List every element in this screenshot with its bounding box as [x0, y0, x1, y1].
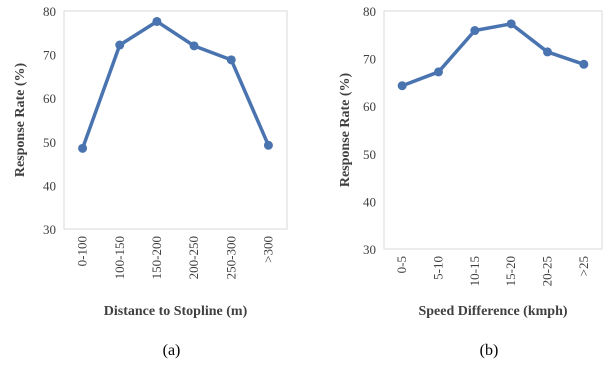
y-axis-title: Response Rate (%) — [338, 73, 353, 188]
y-tick-label: 80 — [363, 4, 376, 19]
x-tick-label: 0-100 — [75, 236, 90, 266]
x-tick-label: 10-15 — [467, 256, 482, 286]
chart-a: 30 40 50 60 70 80 0-100 100-150 150-200 200-250 25… — [13, 4, 288, 359]
y-tick-label: 50 — [363, 147, 376, 162]
data-point — [543, 47, 552, 57]
y-tick-label: 70 — [363, 52, 376, 67]
y-tick-label: 80 — [43, 4, 56, 19]
x-tick-label: 200-250 — [186, 236, 201, 279]
x-tick-label: 250-300 — [223, 236, 238, 279]
y-tick-label: 40 — [43, 178, 56, 193]
y-tick-label: 30 — [43, 222, 56, 237]
x-tick-label: >25 — [576, 256, 591, 276]
chart-b: 30 40 50 60 70 80 0-5 5-10 10-15 15-20 20-25 >25 Res… — [338, 4, 603, 359]
y-tick-label: 40 — [363, 194, 376, 209]
data-point — [78, 143, 88, 153]
x-tick-label: >300 — [260, 236, 275, 263]
data-point — [434, 67, 443, 77]
x-tick-label: 0-5 — [394, 256, 409, 273]
x-axis-title: Speed Difference (kmph) — [418, 304, 567, 319]
x-tick-label: 100-150 — [112, 236, 127, 279]
y-tick-label: 50 — [43, 135, 56, 150]
data-point — [115, 40, 125, 50]
x-tick-label: 20-25 — [540, 256, 555, 286]
series-line — [400, 22, 586, 88]
data-point — [470, 26, 480, 36]
data-point — [506, 19, 516, 29]
y-tick-label: 30 — [363, 242, 376, 257]
data-point — [579, 59, 589, 69]
x-tick-label: 15-20 — [503, 256, 518, 286]
data-point — [226, 55, 236, 65]
data-point — [397, 81, 407, 91]
data-point — [152, 16, 162, 26]
data-point — [189, 41, 199, 51]
x-tick-label: 5-10 — [431, 256, 446, 280]
y-tick-label: 60 — [43, 91, 56, 106]
panel-caption: (b) — [480, 342, 499, 359]
y-tick-label: 70 — [43, 48, 56, 63]
data-point — [263, 140, 273, 150]
panel-caption: (a) — [163, 342, 181, 359]
x-axis-title: Distance to Stopline (m) — [104, 304, 248, 319]
series-line — [80, 19, 271, 151]
x-tick-label: 150-200 — [149, 236, 164, 279]
plot-area-frame — [63, 10, 288, 230]
y-axis-title: Response Rate (%) — [13, 63, 28, 178]
plot-area-frame — [383, 10, 603, 250]
y-tick-label: 60 — [363, 99, 376, 114]
